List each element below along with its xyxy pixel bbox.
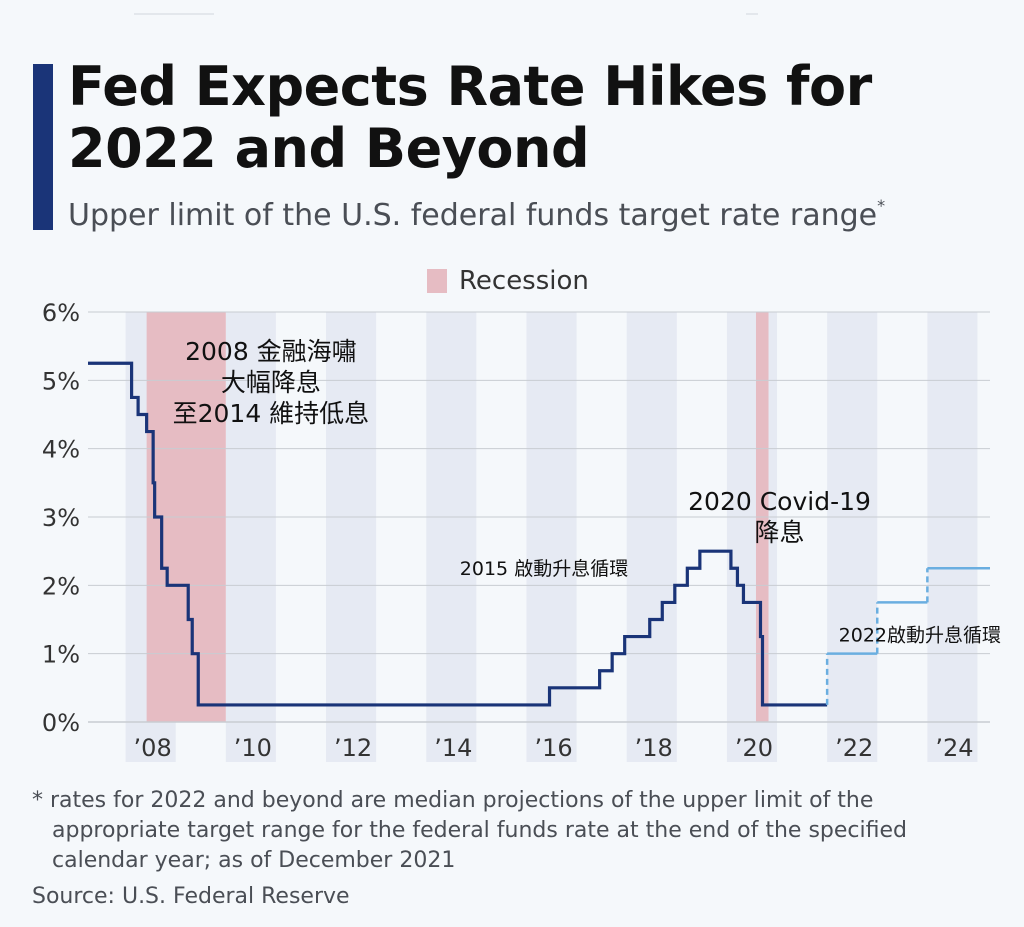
annotation-line: 降息 — [755, 518, 805, 547]
annotation-line: 2008 金融海嘯 — [185, 337, 357, 366]
x-tick-label: ’20 — [735, 734, 773, 762]
footnote-line-1: * rates for 2022 and beyond are median p… — [32, 788, 874, 813]
subtitle-text: Upper limit of the U.S. federal funds ta… — [68, 198, 878, 233]
chart-title: Fed Expects Rate Hikes for 2022 and Beyo… — [68, 55, 872, 180]
year-band-2022 — [827, 312, 878, 762]
top-divider-right — [746, 13, 758, 15]
top-divider-left — [134, 13, 214, 15]
annotation-line: 大幅降息 — [221, 368, 321, 397]
y-tick-label: 1% — [42, 641, 80, 669]
x-tick-label: ’22 — [835, 734, 873, 762]
subtitle-footnote-mark: * — [877, 196, 886, 215]
chart-legend: Recession — [427, 266, 589, 296]
y-tick-label: 2% — [42, 572, 80, 600]
source-note: Source: U.S. Federal Reserve — [32, 884, 350, 909]
series-line-historical — [88, 361, 828, 707]
rate-chart: 0% 1% 2% 3% 4% 5% 6% ’08 ’10 ’12 ’14 ’16 ’18 ’20 ’22 ’2… — [42, 299, 1001, 762]
annotation-line: 至2014 維持低息 — [173, 399, 370, 428]
annotation-1: 2008 金融海嘯大幅降息至2014 維持低息 — [173, 337, 370, 428]
annotation-3: 2015 啟動升息循環 — [460, 558, 628, 580]
y-tick-label: 6% — [42, 299, 80, 327]
x-tick-label: ’24 — [935, 734, 973, 762]
x-tick-label: ’18 — [635, 734, 673, 762]
y-tick-label: 5% — [42, 367, 80, 395]
y-tick-label: 3% — [42, 504, 80, 532]
annotation-line: 2015 啟動升息循環 — [460, 558, 628, 580]
annotation-line: 2020 Covid-19 — [688, 487, 871, 516]
x-tick-label: ’10 — [234, 734, 272, 762]
year-band-2020 — [726, 312, 778, 762]
year-band-2018 — [626, 312, 677, 762]
year-band-2014 — [426, 312, 477, 762]
year-band-2024 — [927, 312, 978, 762]
year-band-2010 — [225, 312, 276, 762]
x-tick-label: ’14 — [434, 734, 472, 762]
annotation-2: 2020 Covid-19 降息 — [688, 487, 871, 547]
year-band-2016 — [526, 312, 577, 762]
annotation-line: 2022啟動升息循環 — [839, 624, 1001, 646]
y-tick-label: 4% — [42, 436, 80, 464]
annotation-4: 2022啟動升息循環 — [839, 624, 1001, 646]
footnote-line-2: appropriate target range for the federal… — [52, 818, 907, 843]
y-tick-label: 0% — [42, 709, 80, 737]
x-tick-label: ’08 — [134, 734, 172, 762]
x-tick-label: ’16 — [534, 734, 572, 762]
x-tick-label: ’12 — [334, 734, 372, 762]
footnote-line-3: calendar year; as of December 2021 — [52, 848, 456, 873]
title-accent-bar — [33, 64, 53, 230]
legend-swatch-recession — [427, 269, 447, 293]
footnote: * rates for 2022 and beyond are median p… — [32, 786, 992, 876]
chart-subtitle: Upper limit of the U.S. federal funds ta… — [68, 196, 885, 233]
year-band-2012 — [326, 312, 377, 762]
legend-label-recession: Recession — [459, 266, 589, 296]
